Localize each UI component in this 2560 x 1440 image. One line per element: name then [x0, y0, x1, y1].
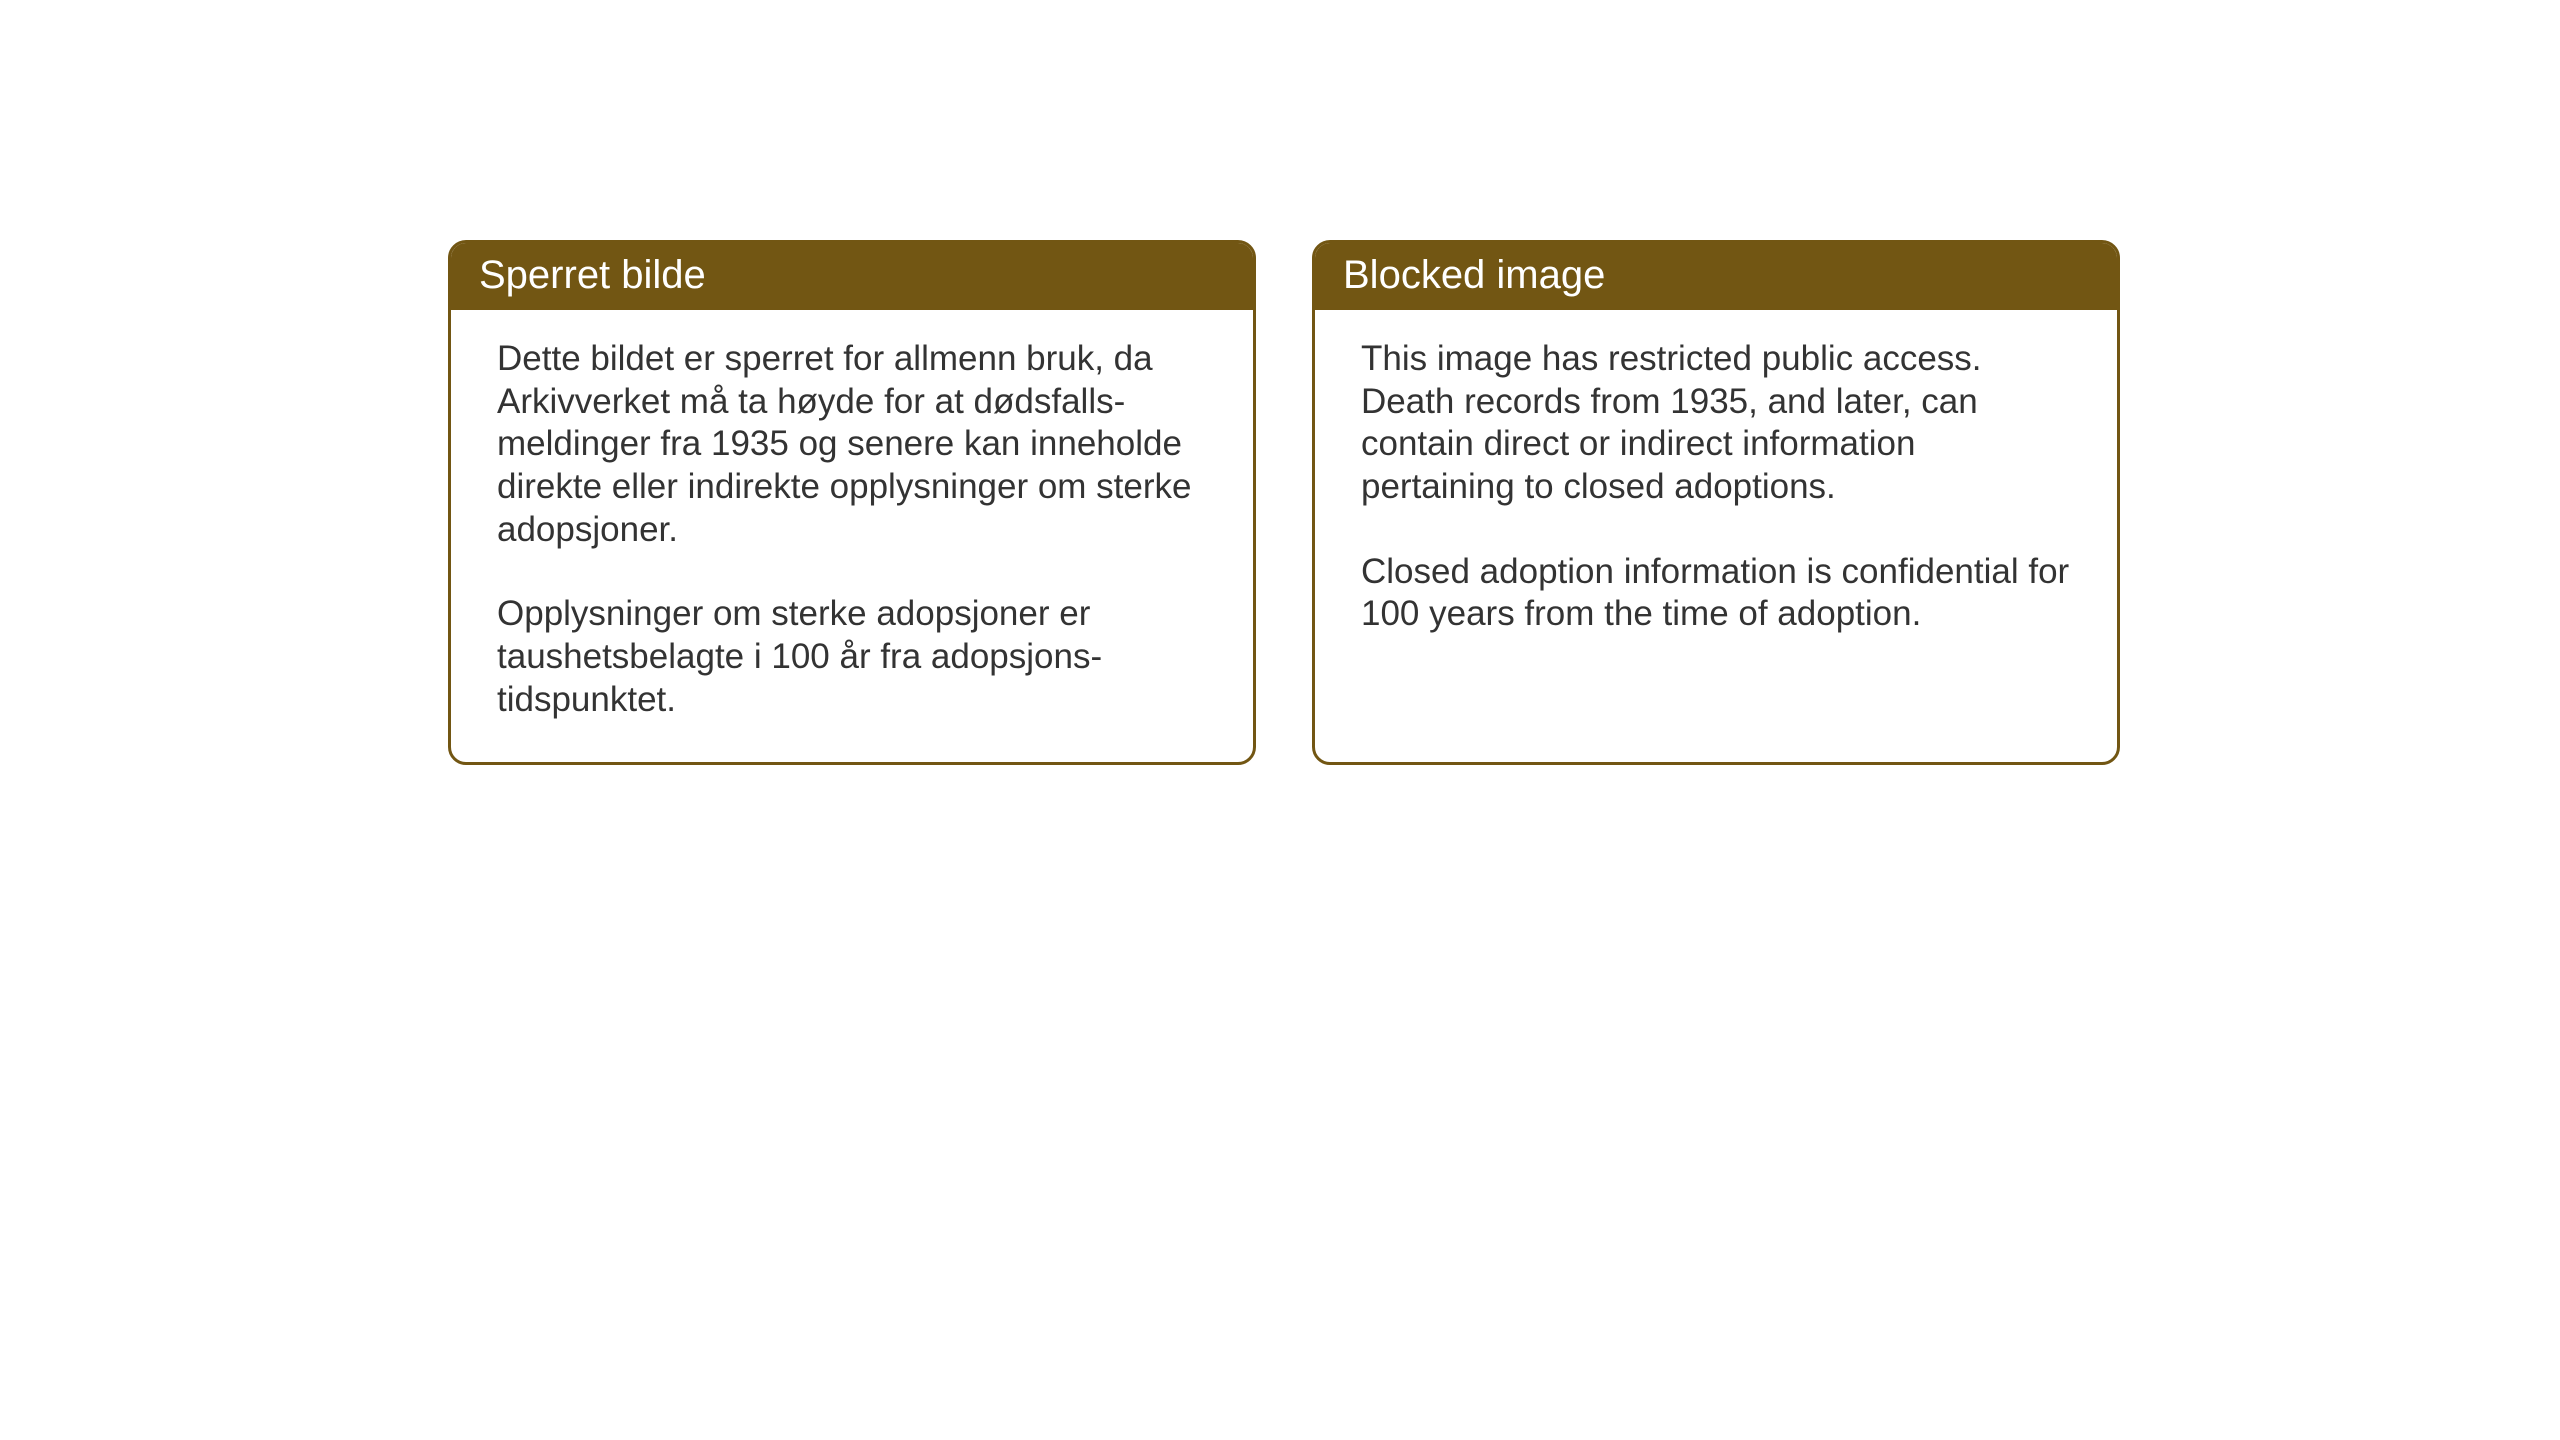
paragraph-norwegian-1: Dette bildet er sperret for allmenn bruk…	[497, 338, 1207, 551]
paragraph-norwegian-2: Opplysninger om sterke adopsjoner er tau…	[497, 593, 1207, 721]
card-body-english: This image has restricted public access.…	[1315, 310, 2117, 676]
card-header-english: Blocked image	[1315, 243, 2117, 310]
cards-container: Sperret bilde Dette bildet er sperret fo…	[448, 240, 2120, 765]
card-norwegian: Sperret bilde Dette bildet er sperret fo…	[448, 240, 1256, 765]
paragraph-english-1: This image has restricted public access.…	[1361, 338, 2071, 509]
card-body-norwegian: Dette bildet er sperret for allmenn bruk…	[451, 310, 1253, 762]
card-english: Blocked image This image has restricted …	[1312, 240, 2120, 765]
card-header-norwegian: Sperret bilde	[451, 243, 1253, 310]
paragraph-english-2: Closed adoption information is confident…	[1361, 551, 2071, 636]
